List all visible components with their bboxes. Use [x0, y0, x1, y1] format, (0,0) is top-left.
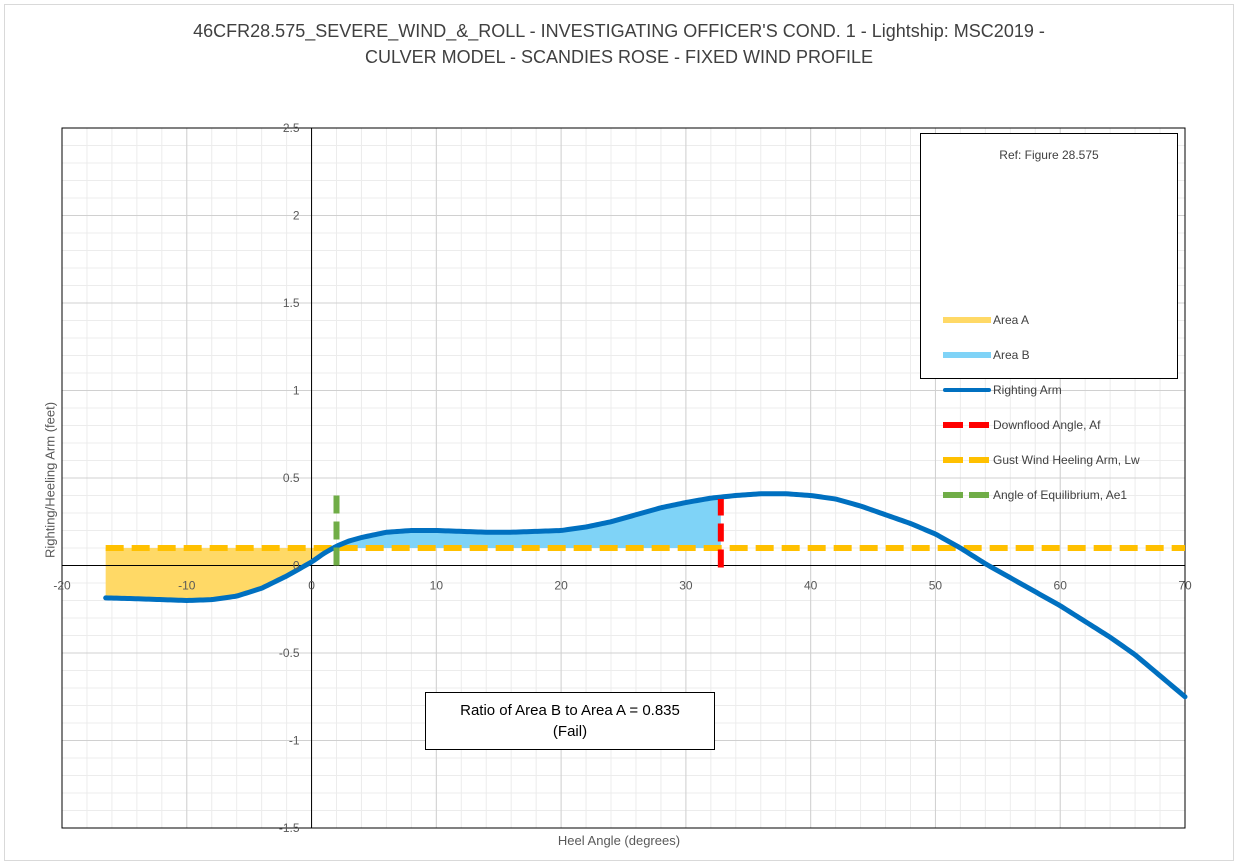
legend-label-gust-wind: Gust Wind Heeling Arm, Lw [993, 453, 1140, 467]
y-tick-label: 1.5 [283, 296, 300, 310]
legend-title: Ref: Figure 28.575 [999, 148, 1099, 162]
x-tick-label: 40 [804, 579, 818, 593]
axes [61, 127, 1186, 829]
legend-label-area-a: Area A [993, 313, 1030, 327]
gust-wind-swatch [943, 453, 991, 467]
series-lines [103, 490, 1188, 700]
legend-item-equilibrium: Angle of Equilibrium, Ae1 [943, 488, 1127, 502]
ratio-text: Ratio of Area B to Area A = 0.835 [460, 702, 680, 719]
tick-labels: -20 -10 0 10 20 30 40 50 60 70 -1.5 -1 -0.5 0 0.5 1 1.5 2… [53, 121, 1192, 835]
area-a-fill [105, 548, 328, 601]
ratio-annotation: Ratio of Area B to Area A = 0.835 (Fail) [425, 692, 715, 750]
y-tick-label: 2 [293, 209, 300, 223]
x-tick-label: 20 [554, 579, 568, 593]
legend: Ref: Figure 28.575 Area A Area B Rightin… [920, 133, 1178, 502]
x-tick-label: -20 [53, 579, 71, 593]
ratio-result: (Fail) [552, 723, 588, 740]
legend-item-area-a: Area A [943, 313, 1029, 327]
y-tick-label: 2.5 [283, 121, 300, 135]
downflood-swatch [943, 418, 991, 432]
chart-title-line-1: 46CFR28.575_SEVERE_WIND_&_ROLL - INVESTI… [193, 21, 1045, 41]
area-a-swatch [943, 313, 991, 327]
x-tick-label: 50 [929, 579, 943, 593]
y-tick-label: -0.5 [279, 646, 300, 660]
righting-arm-swatch [943, 383, 991, 397]
chart-title-line-2: CULVER MODEL - SCANDIES ROSE - FIXED WIN… [364, 47, 874, 67]
chart-title: 46CFR28.575_SEVERE_WIND_&_ROLL - INVESTI… [0, 18, 1238, 70]
equilibrium-swatch [943, 488, 991, 502]
area-b-swatch [943, 348, 991, 362]
righting-arm-line [103, 491, 1188, 700]
area-b-fill [336, 497, 721, 548]
legend-item-gust-wind: Gust Wind Heeling Arm, Lw [943, 453, 1140, 467]
x-tick-label: -10 [178, 579, 196, 593]
legend-item-downflood: Downflood Angle, Af [943, 418, 1100, 432]
x-tick-label: 70 [1178, 579, 1192, 593]
plot-border [61, 127, 1186, 829]
y-tick-label: -1 [289, 734, 300, 748]
shaded-areas [105, 497, 721, 601]
legend-label-righting-arm: Righting Arm [993, 383, 1062, 397]
legend-item-area-b: Area B [943, 348, 1030, 362]
y-tick-label: 1 [293, 384, 300, 398]
legend-label-area-b: Area B [993, 348, 1030, 362]
legend-label-equilibrium: Angle of Equilibrium, Ae1 [993, 488, 1128, 502]
y-axis-label: Righting/Heeling Arm (feet) [42, 401, 58, 559]
x-tick-label: 0 [308, 579, 315, 593]
y-tick-label: 0 [293, 559, 300, 573]
x-tick-label: 60 [1054, 579, 1068, 593]
legend-label-downflood: Downflood Angle, Af [993, 418, 1101, 432]
y-tick-label: -1.5 [279, 821, 300, 835]
y-tick-label: 0.5 [283, 471, 300, 485]
x-tick-label: 30 [679, 579, 693, 593]
x-axis-label: Heel Angle (degrees) [557, 833, 681, 848]
x-tick-label: 10 [430, 579, 444, 593]
legend-item-righting-arm: Righting Arm [943, 383, 1062, 397]
